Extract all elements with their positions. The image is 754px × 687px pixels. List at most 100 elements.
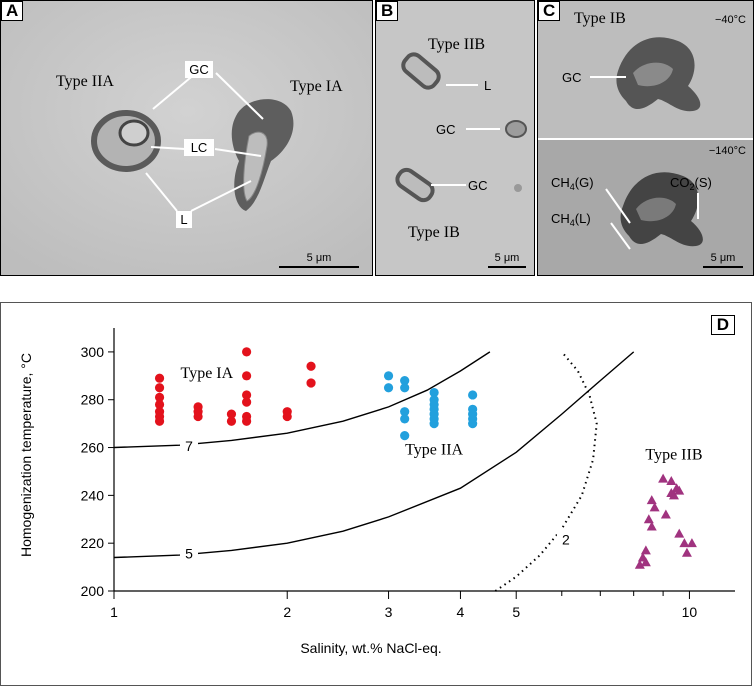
curve-label-bg [556,528,575,549]
point-type-iib [660,509,671,519]
point-type-ia [193,411,203,422]
point-type-iib [666,476,677,486]
panel-a-lc-label: LC [191,140,208,155]
curve-label-2: 2 [562,531,570,547]
point-type-ia [242,390,252,400]
panel-a-scale-label: 5 μm [307,252,332,264]
panel-b-l-label: L [484,78,491,93]
point-type-iia [400,376,410,386]
x-tick-label: 5 [512,604,520,620]
point-type-iib [649,502,660,512]
point-type-ia [242,397,252,407]
point-type-ia [154,392,165,402]
point-type-ia [226,409,237,419]
x-axis-label: Salinity, wt.% NaCl-eq. [300,640,441,656]
panel-b-type-ib: Type IB [408,224,460,241]
point-type-ia [306,378,316,388]
point-type-ia [282,411,292,422]
y-tick-label: 200 [81,583,105,599]
curve-label-bg [179,542,198,563]
y-axis-label: Homogenization temperature, °C [18,353,34,557]
y-tick-label: 300 [81,344,105,360]
panel-c-gc-label: GC [562,70,582,85]
panel-a: GC LC L Type IIA Type IA 5 μm A [0,0,373,276]
panel-c-label: C [538,1,561,21]
point-type-iia [429,387,439,398]
series-label-type-iib: Type IIB [645,447,702,464]
y-tick-label: 240 [81,487,105,503]
point-type-iia [429,419,439,429]
point-type-ia [154,416,165,426]
isochore-curve-2 [494,351,598,592]
point-type-iia [468,390,478,400]
point-type-iib [646,521,657,531]
curve-label-7: 7 [185,438,193,454]
inclusion-type-iib [401,52,441,90]
x-tick-label: 1 [110,604,118,620]
point-type-ia [154,399,165,410]
point-type-iib [643,514,654,524]
panel-a-l-label: L [180,212,187,227]
y-tick-label: 220 [81,535,105,551]
point-type-ia [226,416,237,426]
panel-a-gc-label: GC [189,62,209,77]
point-type-ia [154,383,165,393]
point-type-iia [383,371,394,381]
panel-b-scale-label: 5 μm [495,252,520,264]
x-tick-label: 2 [283,604,291,620]
point-type-iib [646,495,657,505]
x-tick-label: 10 [682,604,698,620]
point-type-iib [674,485,685,495]
point-type-iib [668,490,679,500]
panel-a-type-iia: Type IIA [56,73,114,90]
panel-c-co2s-label: CO2(S) [670,175,712,192]
point-type-iia [383,383,394,393]
point-type-ia [242,371,252,381]
panel-b-label: B [376,1,399,21]
y-tick-label: 260 [81,440,105,456]
point-type-iib [658,473,669,483]
panel-c-temp-top: −40°C [715,14,746,26]
isochore-curve-5 [113,351,635,559]
point-type-iib [634,559,645,569]
panel-b-micrograph: L GC GC Type IIB Type IB 5 μm [376,1,534,275]
point-type-ia [306,361,316,371]
point-type-iib [640,545,651,555]
point-type-iib [686,538,697,548]
panel-b: L GC GC Type IIB Type IB 5 μm B [375,0,535,276]
point-type-ia [242,416,252,426]
point-type-ia [154,373,165,383]
curve-label-5: 5 [185,546,193,562]
point-type-iib [674,528,685,538]
point-type-iib [681,547,692,557]
panel-c: GC Type IB −40°C −140°C CH4(G) CH4(L) CO… [537,0,754,276]
point-type-ia [242,347,252,357]
point-type-iia [400,414,410,424]
point-type-iia [400,430,410,441]
panel-c-micrograph: GC Type IB −40°C −140°C CH4(G) CH4(L) CO… [538,1,753,275]
x-tick-label: 3 [385,604,393,620]
point-type-iib [640,557,651,567]
curve-label-bg [179,435,198,456]
series-label-type-ia: Type IA [181,365,234,382]
panel-c-ch4g-label: CH4(G) [551,175,594,192]
panel-b-type-iib: Type IIB [428,36,485,53]
point-type-iia [400,407,410,417]
panel-c-temp-bottom: −140°C [709,145,746,157]
panel-a-label: A [1,1,24,21]
panel-d: 7 5 2 200 220 240 260 280 300 1 2 3 4 5 10 Type IA Typ… [0,302,752,686]
panel-c-ch4l-label: CH4(L) [551,211,591,228]
panel-a-micrograph: GC LC L Type IIA Type IA 5 μm [1,1,372,275]
inclusion-type-ib [395,167,435,203]
point-type-iia [468,419,478,429]
panel-a-type-ia: Type IA [290,78,343,95]
panel-d-label: D [710,315,735,335]
series-label-type-iia: Type IIA [405,442,463,459]
point-type-iib [679,538,690,548]
panel-b-gc-label-1: GC [436,122,456,137]
y-tick-label: 280 [81,392,105,408]
panel-b-gc-label-2: GC [468,178,488,193]
point-type-iia [400,383,410,393]
panel-c-scale-label: 5 μm [711,252,736,264]
x-tick-label: 4 [457,604,465,620]
